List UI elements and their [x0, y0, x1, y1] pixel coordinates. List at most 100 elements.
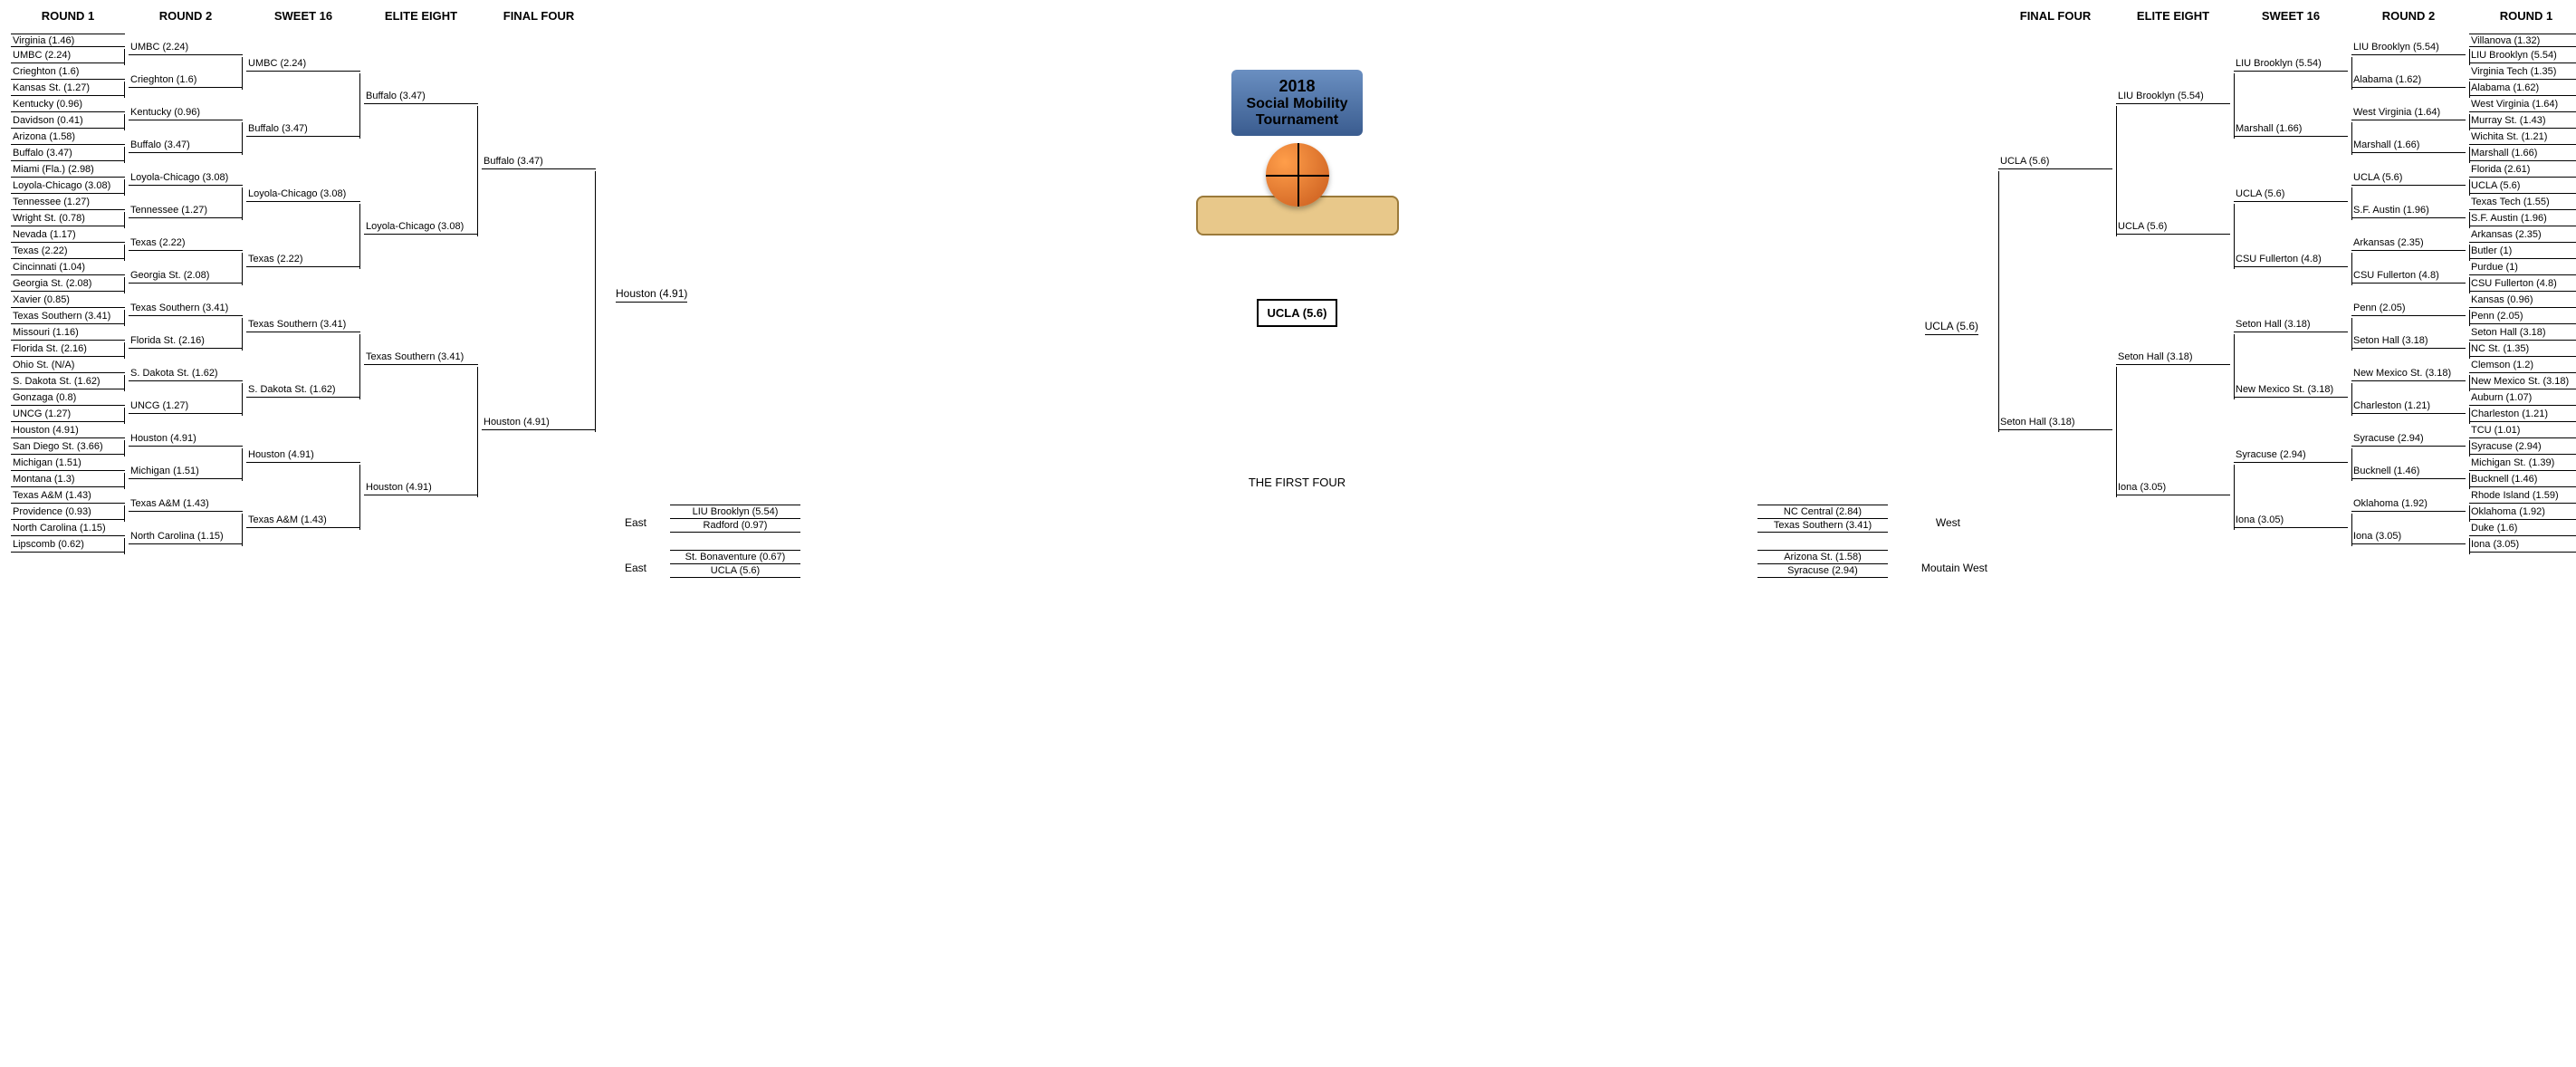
right-s16-team: Seton Hall (3.18): [2234, 319, 2348, 332]
first-four-label: THE FIRST FOUR: [1249, 476, 1345, 489]
left-r1-team: Missouri (1.16): [11, 327, 125, 341]
left-r1-team: Texas (2.22): [11, 245, 125, 259]
right-r1-team: Murray St. (1.43): [2469, 115, 2576, 129]
right-r2-team: Marshall (1.66): [2351, 139, 2466, 153]
left-r1-team: Houston (4.91): [11, 425, 125, 438]
right-e8-team: UCLA (5.6): [2116, 221, 2230, 235]
right-round2-col: LIU Brooklyn (5.54)Alabama (1.62)West Vi…: [2350, 34, 2467, 577]
right-r1-team: Texas Tech (1.55): [2469, 197, 2576, 210]
right-r2-team: Syracuse (2.94): [2351, 433, 2466, 447]
ff3-region: West: [1936, 516, 1960, 529]
left-s16-team: UMBC (2.24): [246, 58, 360, 72]
left-r2-team: Loyola-Chicago (3.08): [129, 172, 243, 186]
left-r1-team: Loyola-Chicago (3.08): [11, 180, 125, 194]
left-r2-team: Tennessee (1.27): [129, 205, 243, 218]
left-r1-team: UMBC (2.24): [11, 50, 125, 63]
right-e8-team: Seton Hall (3.18): [2116, 351, 2230, 365]
left-round1-col: Virginia (1.46)UMBC (2.24)Crieghton (1.6…: [9, 34, 127, 577]
header-f4-left: FINAL FOUR: [480, 9, 598, 23]
right-r1-team: Purdue (1): [2469, 262, 2576, 275]
right-r1-team: Clemson (1.2): [2469, 360, 2576, 373]
right-r1-team: Villanova (1.32): [2469, 34, 2576, 47]
right-r1-team: TCU (1.01): [2469, 425, 2576, 438]
ff1-team2: Radford (0.97): [670, 519, 800, 533]
right-r1-team: Charleston (1.21): [2469, 409, 2576, 422]
left-r1-team: Wright St. (0.78): [11, 213, 125, 226]
first-four-game-1: LIU Brooklyn (5.54) Radford (0.97): [670, 505, 800, 533]
left-s16-team: Loyola-Chicago (3.08): [246, 188, 360, 202]
right-s16-team: Marshall (1.66): [2234, 123, 2348, 137]
right-r1-team: NC St. (1.35): [2469, 343, 2576, 357]
right-r1-team: Duke (1.6): [2469, 523, 2576, 536]
header-r1-left: ROUND 1: [9, 9, 127, 23]
right-r1-team: Virginia Tech (1.35): [2469, 66, 2576, 80]
right-r1-team: Seton Hall (3.18): [2469, 327, 2576, 341]
right-r2-team: Seton Hall (3.18): [2351, 335, 2466, 349]
right-r1-team: Iona (3.05): [2469, 539, 2576, 553]
right-s16-team: Syracuse (2.94): [2234, 449, 2348, 463]
header-r1-right: ROUND 1: [2467, 9, 2576, 23]
ff2-team1: St. Bonaventure (0.67): [670, 550, 800, 564]
left-r1-team: Miami (Fla.) (2.98): [11, 164, 125, 178]
left-r2-team: Texas Southern (3.41): [129, 303, 243, 316]
header-r2-right: ROUND 2: [2350, 9, 2467, 23]
ff2-team2: UCLA (5.6): [670, 564, 800, 578]
left-s16-team: Texas Southern (3.41): [246, 319, 360, 332]
right-r1-team: Arkansas (2.35): [2469, 229, 2576, 243]
left-e8-team: Texas Southern (3.41): [364, 351, 478, 365]
left-r2-team: North Carolina (1.15): [129, 531, 243, 544]
right-r2-team: New Mexico St. (3.18): [2351, 368, 2466, 381]
ff3-team1: NC Central (2.84): [1757, 505, 1888, 519]
left-s16-team: Texas (2.22): [246, 254, 360, 267]
right-s16-team: LIU Brooklyn (5.54): [2234, 58, 2348, 72]
right-finalist: UCLA (5.6): [1925, 320, 1978, 335]
right-s16-team: Iona (3.05): [2234, 514, 2348, 528]
left-r1-team: Lipscomb (0.62): [11, 539, 125, 553]
first-four-game-2: St. Bonaventure (0.67) UCLA (5.6): [670, 550, 800, 578]
ff4-team2: Syracuse (2.94): [1757, 564, 1888, 578]
left-s16-team: Texas A&M (1.43): [246, 514, 360, 528]
left-r1-team: Gonzaga (0.8): [11, 392, 125, 406]
left-r2-team: Houston (4.91): [129, 433, 243, 447]
left-r2-team: Texas A&M (1.43): [129, 498, 243, 512]
header-s16-left: SWEET 16: [244, 9, 362, 23]
ff4-region: Moutain West: [1921, 562, 1987, 574]
left-r1-team: Georgia St. (2.08): [11, 278, 125, 292]
right-e8-team: LIU Brooklyn (5.54): [2116, 91, 2230, 104]
first-four-game-4: Arizona St. (1.58) Syracuse (2.94): [1757, 550, 1888, 578]
header-f4-right: FINAL FOUR: [1997, 9, 2114, 23]
header-s16-right: SWEET 16: [2232, 9, 2350, 23]
right-r1-team: Kansas (0.96): [2469, 294, 2576, 308]
left-s16-team: Houston (4.91): [246, 449, 360, 463]
left-r1-team: Crieghton (1.6): [11, 66, 125, 80]
right-r2-team: Charleston (1.21): [2351, 400, 2466, 414]
header-r2-left: ROUND 2: [127, 9, 244, 23]
left-r2-team: S. Dakota St. (1.62): [129, 368, 243, 381]
first-four-game-3: NC Central (2.84) Texas Southern (3.41): [1757, 505, 1888, 533]
right-r1-team: Michigan St. (1.39): [2469, 457, 2576, 471]
left-r2-team: UMBC (2.24): [129, 42, 243, 55]
ff2-region: East: [625, 562, 646, 574]
right-r2-team: LIU Brooklyn (5.54): [2351, 42, 2466, 55]
ff1-region: East: [625, 516, 646, 529]
left-final4-col: Buffalo (3.47)Houston (4.91): [480, 34, 598, 577]
tournament-logo: 2018 Social Mobility Tournament: [1171, 70, 1424, 236]
ff1-team1: LIU Brooklyn (5.54): [670, 505, 800, 519]
left-e8-team: Houston (4.91): [364, 482, 478, 495]
right-r2-team: Bucknell (1.46): [2351, 466, 2466, 479]
left-round2-col: UMBC (2.24)Crieghton (1.6)Kentucky (0.96…: [127, 34, 244, 577]
right-r1-team: Rhode Island (1.59): [2469, 490, 2576, 504]
right-e8-team: Iona (3.05): [2116, 482, 2230, 495]
left-finalist: Houston (4.91): [616, 287, 687, 303]
bracket-container: ROUND 1 ROUND 2 SWEET 16 ELITE EIGHT FIN…: [9, 9, 2576, 577]
right-r2-team: Penn (2.05): [2351, 303, 2466, 316]
right-r1-team: S.F. Austin (1.96): [2469, 213, 2576, 226]
left-r1-team: Xavier (0.85): [11, 294, 125, 308]
right-s16-team: CSU Fullerton (4.8): [2234, 254, 2348, 267]
left-r2-team: Michigan (1.51): [129, 466, 243, 479]
right-r1-team: CSU Fullerton (4.8): [2469, 278, 2576, 292]
right-r1-team: Florida (2.61): [2469, 164, 2576, 178]
right-f4-team: UCLA (5.6): [1998, 156, 2112, 169]
left-r1-team: North Carolina (1.15): [11, 523, 125, 536]
right-r2-team: S.F. Austin (1.96): [2351, 205, 2466, 218]
